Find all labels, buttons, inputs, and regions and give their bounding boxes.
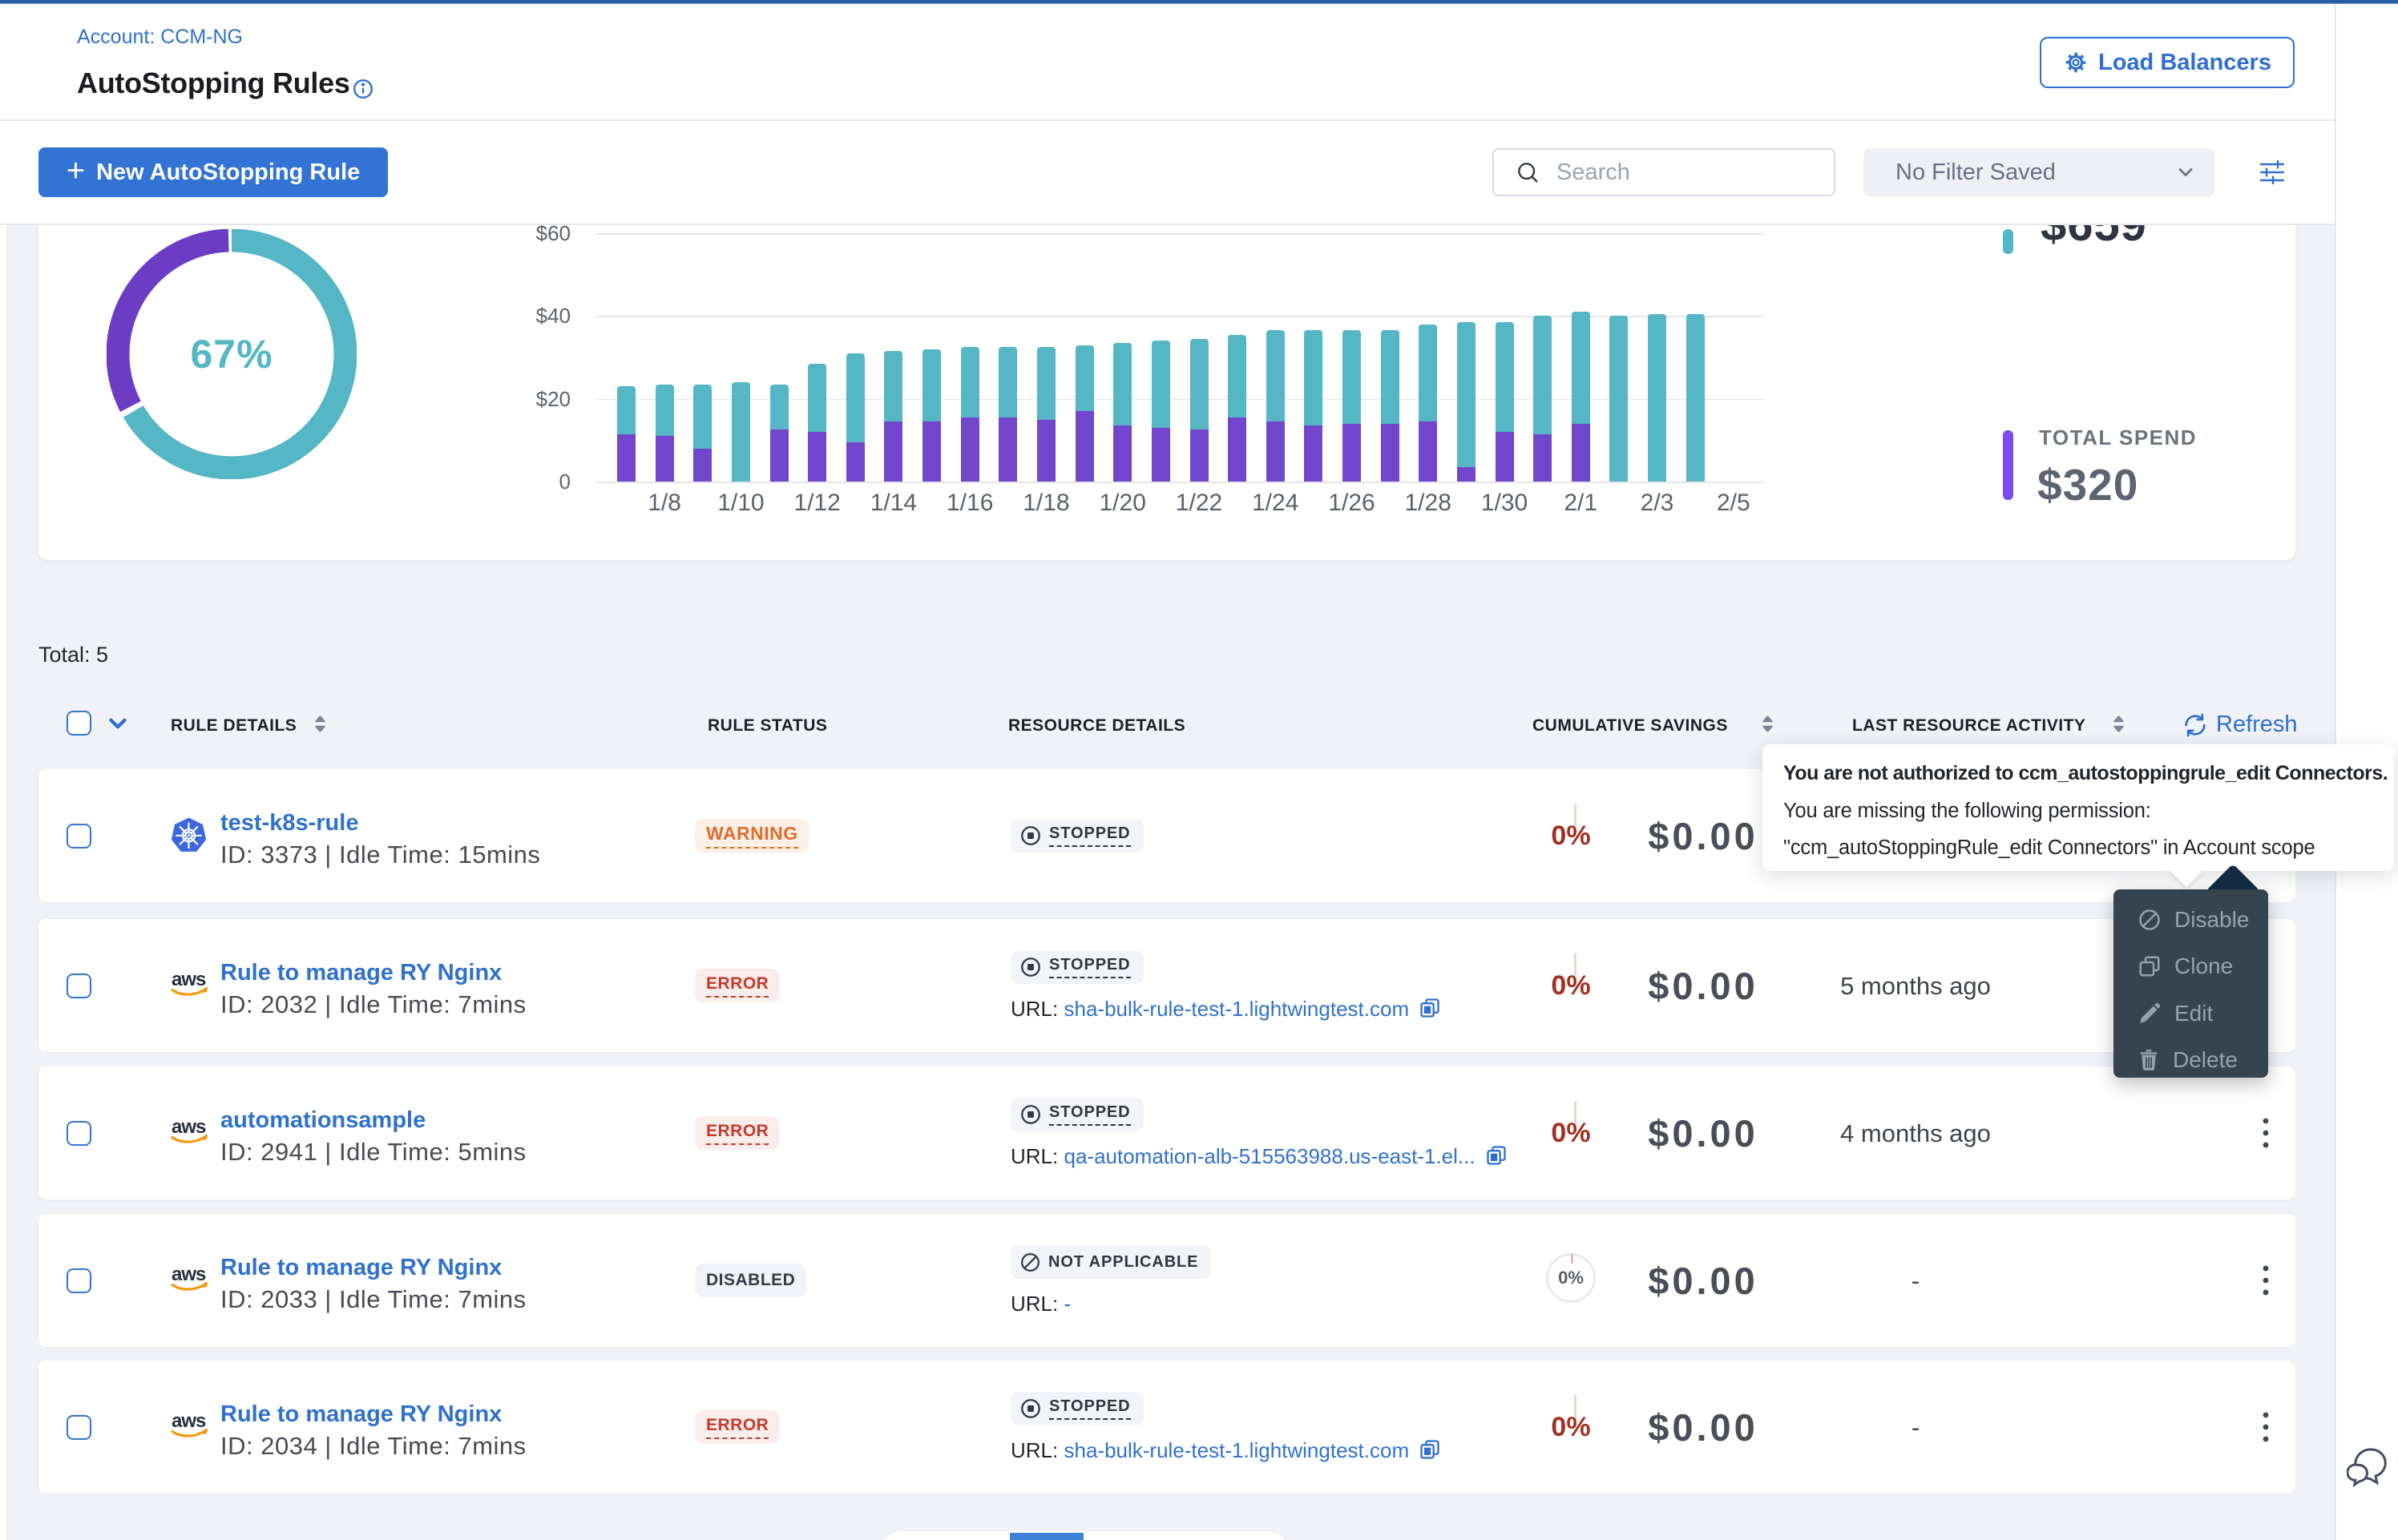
svg-text:aws: aws <box>172 1116 206 1138</box>
svg-text:67%: 67% <box>190 332 272 377</box>
svg-text:aws: aws <box>172 969 206 990</box>
svg-text:aws: aws <box>172 1410 206 1432</box>
svg-text:aws: aws <box>172 1264 206 1285</box>
